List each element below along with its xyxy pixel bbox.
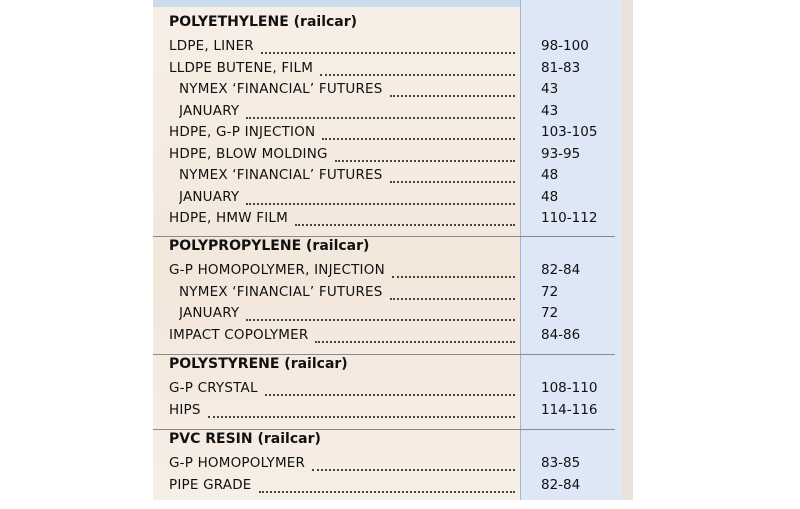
section-polyethylene: POLYETHYLENE (railcar) LDPE, LINER 98-100 L… <box>153 12 615 237</box>
row-label: JANUARY <box>179 103 519 119</box>
row-label: NYMEX ‘FINANCIAL’ FUTURES <box>179 284 519 300</box>
table-row: JANUARY 48 <box>153 189 615 210</box>
row-value: 48 <box>541 167 559 183</box>
row-label-text: NYMEX ‘FINANCIAL’ FUTURES <box>179 283 383 300</box>
row-value: 43 <box>541 81 559 97</box>
table-row: HDPE, BLOW MOLDING 93-95 <box>153 146 615 167</box>
table-row: G-P CRYSTAL 108-110 <box>153 380 615 401</box>
dot-leader <box>261 52 515 54</box>
row-label: G-P CRYSTAL <box>169 380 519 396</box>
row-label: HDPE, BLOW MOLDING <box>169 146 519 162</box>
dot-leader <box>390 95 515 97</box>
row-value: 83-85 <box>541 455 581 471</box>
dot-leader <box>315 340 515 343</box>
dot-leader <box>295 224 515 226</box>
row-value: 108-110 <box>541 380 598 396</box>
row-label-text: PIPE GRADE <box>169 476 252 493</box>
row-label: HDPE, HMW FILM <box>169 210 519 226</box>
row-value: 103-105 <box>541 124 598 140</box>
row-label-text: JANUARY <box>179 305 240 321</box>
table-row: G-P HOMOPOLYMER, INJECTION 82-84 <box>153 262 615 283</box>
row-label: LDPE, LINER <box>169 38 519 54</box>
row-label-text: HIPS <box>169 401 201 418</box>
row-value: 82-84 <box>541 476 581 493</box>
section-header: PVC RESIN (railcar) <box>169 431 321 447</box>
section-polypropylene: POLYPROPYLENE (railcar) G-P HOMOPOLYMER, … <box>153 236 615 355</box>
row-label-text: HDPE, G-P INJECTION <box>169 124 316 140</box>
row-label: NYMEX ‘FINANCIAL’ FUTURES <box>179 81 519 97</box>
section-pvc: PVC RESIN (railcar) G-P HOMOPOLYMER 83-85 P… <box>153 429 615 509</box>
row-value: 43 <box>541 102 559 119</box>
row-label: JANUARY <box>179 189 519 205</box>
row-label: HIPS <box>169 402 519 418</box>
price-column-background <box>520 0 623 500</box>
dot-leader <box>259 490 515 493</box>
row-label-text: LDPE, LINER <box>169 38 254 54</box>
table-row: HDPE, HMW FILM 110-112 <box>153 210 615 231</box>
table-row: HIPS 114-116 <box>153 402 615 423</box>
row-label: PIPE GRADE <box>169 477 519 493</box>
row-label: G-P HOMOPOLYMER, INJECTION <box>169 262 519 278</box>
dot-leader <box>335 159 515 162</box>
row-value: 93-95 <box>541 145 581 162</box>
row-label-text: IMPACT COPOLYMER <box>169 326 309 343</box>
row-label-text: HDPE, HMW FILM <box>169 210 288 226</box>
row-label-text: HDPE, BLOW MOLDING <box>169 145 328 162</box>
table-row: JANUARY 72 <box>153 305 615 326</box>
dot-leader <box>322 138 515 140</box>
row-label-text: JANUARY <box>179 188 240 205</box>
section-polystyrene: POLYSTYRENE (railcar) G-P CRYSTAL 108-110 H… <box>153 354 615 430</box>
row-label: JANUARY <box>179 305 519 321</box>
row-value: 114-116 <box>541 401 598 418</box>
dot-leader <box>208 415 515 418</box>
row-value: 72 <box>541 305 559 321</box>
dot-leader <box>246 319 515 321</box>
row-label-text: LLDPE BUTENE, FILM <box>169 59 314 76</box>
dot-leader <box>392 276 515 278</box>
dot-leader <box>312 469 515 471</box>
table-row: G-P HOMOPOLYMER 83-85 <box>153 455 615 476</box>
table-row: NYMEX ‘FINANCIAL’ FUTURES 72 <box>153 284 615 305</box>
row-label: IMPACT COPOLYMER <box>169 327 519 343</box>
right-edge-strip <box>622 0 633 500</box>
table-row: NYMEX ‘FINANCIAL’ FUTURES 48 <box>153 167 615 188</box>
row-value: 82-84 <box>541 262 581 278</box>
table-row: LDPE, LINER 98-100 <box>153 38 615 59</box>
section-header: POLYSTYRENE (railcar) <box>169 356 348 372</box>
dot-leader <box>390 297 515 300</box>
row-label-text: G-P CRYSTAL <box>169 380 258 396</box>
table-row: NYMEX ‘FINANCIAL’ FUTURES 43 <box>153 81 615 102</box>
row-value: 110-112 <box>541 210 598 226</box>
row-value: 72 <box>541 283 559 300</box>
dot-leader <box>246 116 515 119</box>
dot-leader <box>265 394 515 396</box>
row-label: NYMEX ‘FINANCIAL’ FUTURES <box>179 167 519 183</box>
section-header: POLYETHYLENE (railcar) <box>169 14 358 30</box>
table-row: JANUARY 43 <box>153 103 615 124</box>
row-label: LLDPE BUTENE, FILM <box>169 60 519 76</box>
row-label-text: JANUARY <box>179 102 240 119</box>
row-value: 84-86 <box>541 326 581 343</box>
table-row: LLDPE BUTENE, FILM 81-83 <box>153 60 615 81</box>
row-label: HDPE, G-P INJECTION <box>169 124 519 140</box>
dot-leader <box>246 202 515 205</box>
row-label: G-P HOMOPOLYMER <box>169 455 519 471</box>
row-label-text: G-P HOMOPOLYMER, INJECTION <box>169 262 385 278</box>
table-row: HDPE, G-P INJECTION 103-105 <box>153 124 615 145</box>
dot-leader <box>390 181 515 183</box>
row-value: 98-100 <box>541 38 589 54</box>
dot-leader <box>320 73 515 76</box>
section-header: POLYPROPYLENE (railcar) <box>169 238 370 254</box>
table-row: PIPE GRADE 82-84 <box>153 477 615 498</box>
row-label-text: NYMEX ‘FINANCIAL’ FUTURES <box>179 81 383 97</box>
row-label-text: NYMEX ‘FINANCIAL’ FUTURES <box>179 167 383 183</box>
row-label-text: G-P HOMOPOLYMER <box>169 455 306 471</box>
row-value: 81-83 <box>541 59 581 76</box>
table-header-band <box>153 0 633 7</box>
row-value: 48 <box>541 188 559 205</box>
table-row: IMPACT COPOLYMER 84-86 <box>153 327 615 348</box>
